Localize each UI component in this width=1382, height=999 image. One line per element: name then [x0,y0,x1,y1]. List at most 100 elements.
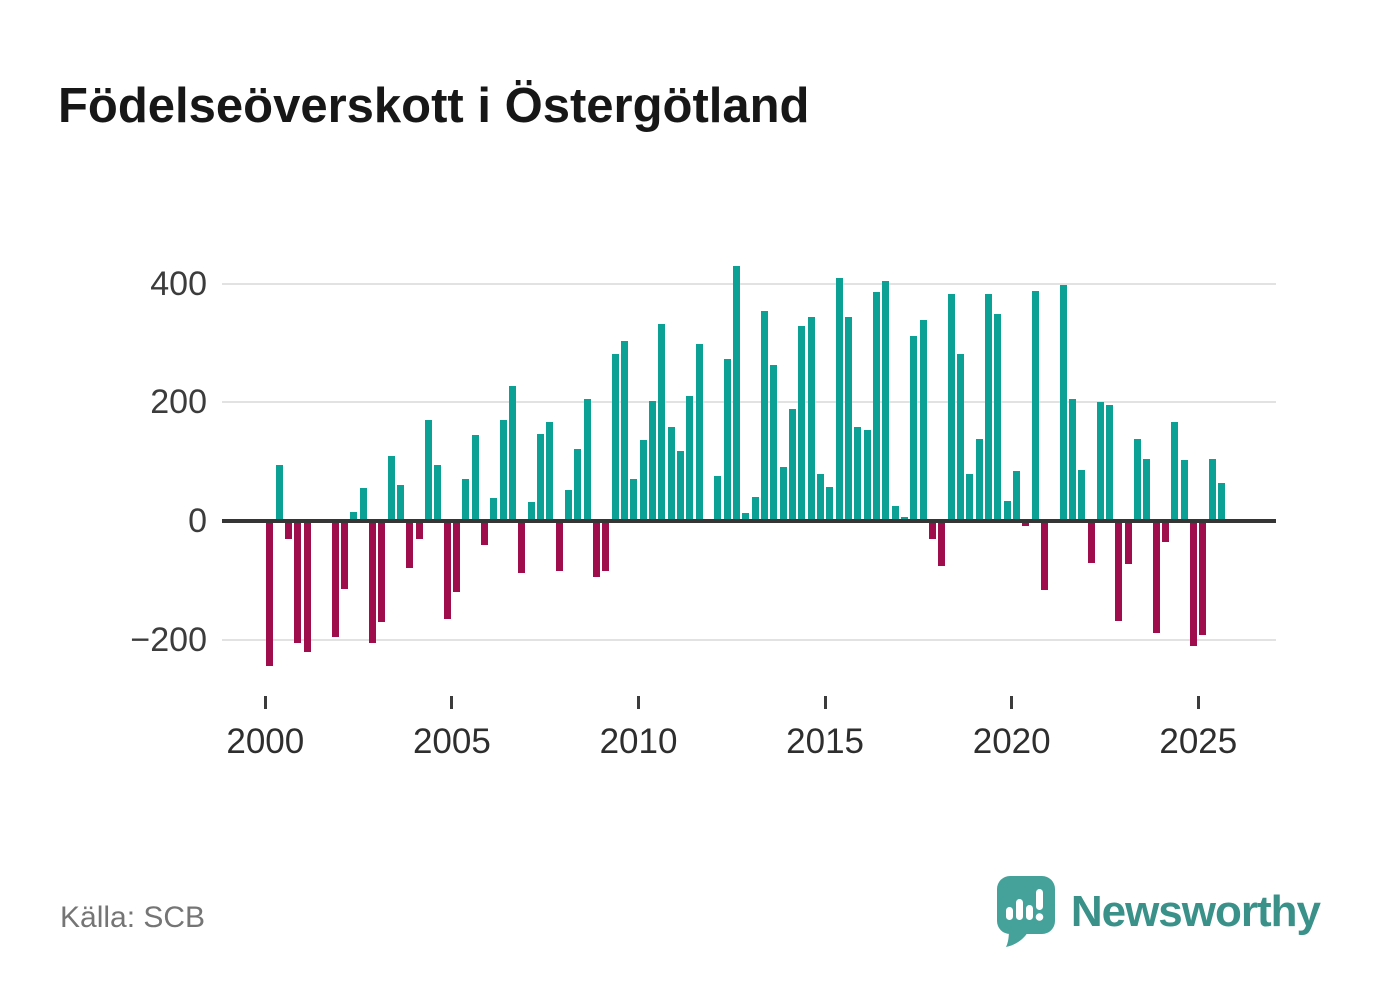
gridline-400 [222,282,1276,285]
bar-2022Q1 [1087,521,1095,564]
bar-2014Q4 [816,474,824,521]
bar-2025Q3 [1218,483,1226,521]
bar-2006Q2 [499,420,507,521]
bar-2016Q1 [863,430,871,521]
bar-2000Q3 [285,521,293,539]
y-axis-tick-label: 400 [150,264,207,303]
bar-2019Q3 [994,314,1002,521]
bar-2021Q3 [1068,399,1076,521]
x-axis-zero-line [222,519,1276,523]
bar-2013Q2 [760,310,768,521]
x-axis-tick-2005 [450,696,454,709]
bar-2004Q3 [434,464,442,521]
bar-2005Q2 [462,479,470,521]
bar-2016Q3 [882,280,890,521]
bar-2014Q3 [807,316,815,521]
x-axis-tick-label: 2005 [412,722,491,761]
bar-2019Q2 [984,294,992,521]
x-axis-tick-2010 [637,696,640,709]
bar-2010Q4 [667,427,675,521]
bar-2021Q4 [1078,469,1086,521]
bar-2004Q1 [415,521,423,539]
bar-2000Q4 [294,521,302,643]
bar-2002Q4 [369,521,377,643]
bar-2010Q2 [648,401,656,521]
bar-2011Q1 [676,450,684,521]
bar-2012Q3 [732,265,740,521]
bar-2000Q2 [275,464,283,521]
bar-2019Q1 [975,438,983,521]
bar-2002Q2 [350,512,358,521]
bar-2018Q1 [938,521,946,566]
chart-title: Födelseöverskott i Östergötland [58,79,810,133]
bar-2003Q1 [378,521,386,622]
bar-2015Q1 [826,486,834,521]
bar-2009Q3 [621,340,628,521]
y-axis-tick-label: −200 [130,620,207,659]
bar-2015Q4 [854,426,862,521]
source-label: Källa: SCB [60,901,206,934]
x-axis-tick-2000 [263,696,267,709]
x-axis-tick-label: 2025 [1159,722,1238,761]
bar-2002Q3 [359,488,367,521]
x-axis-tick-2025 [1196,696,1200,709]
bar-2023Q1 [1124,521,1132,564]
bar-2012Q4 [742,512,750,521]
bar-2023Q4 [1152,521,1160,634]
gridline-200 [222,401,1276,404]
bar-2015Q3 [844,317,852,521]
brand-name: Newsworthy [1070,887,1321,936]
bar-2024Q4 [1190,521,1198,646]
bar-2014Q2 [798,325,806,521]
bar-2007Q2 [537,433,545,521]
x-axis-tick-label: 2000 [226,722,305,761]
bar-2013Q1 [751,497,759,521]
bar-2006Q4 [518,521,526,573]
bar-2023Q2 [1134,439,1142,521]
bar-2001Q4 [331,521,339,637]
x-axis-tick-label: 2010 [599,722,678,761]
bar-2025Q2 [1208,458,1216,521]
bar-2005Q1 [453,521,461,593]
bar-2005Q4 [481,521,489,545]
bar-2017Q2 [910,335,918,521]
bar-2010Q1 [639,440,647,521]
bar-2024Q2 [1171,422,1179,521]
bar-2006Q3 [509,385,517,521]
x-axis-tick-label: 2020 [972,722,1051,761]
bar-2025Q1 [1199,521,1207,635]
bar-2008Q4 [593,521,600,578]
newsworthy-speech-bubble-chart-icon [996,876,1055,947]
bar-2008Q3 [583,398,591,521]
bar-2007Q1 [527,502,535,521]
x-axis-tick-2020 [1010,696,1014,709]
bar-2018Q2 [947,294,955,521]
bar-2007Q4 [555,521,563,572]
bar-2018Q3 [956,354,964,521]
bar-2014Q1 [788,408,796,521]
bar-2023Q3 [1143,458,1151,521]
bar-2018Q4 [966,473,974,521]
y-axis-tick-label: 200 [150,383,207,422]
bar-2010Q3 [658,323,666,521]
bar-2003Q2 [387,455,395,521]
bar-2003Q3 [397,485,405,521]
bar-2017Q4 [928,521,936,539]
bar-2008Q2 [574,448,582,521]
bar-2022Q4 [1115,521,1123,621]
x-axis-tick-label: 2015 [786,722,865,761]
bar-2020Q2 [1022,521,1030,526]
bar-2013Q3 [770,364,778,521]
bar-2011Q2 [686,395,694,521]
bar-2015Q2 [835,278,843,521]
gridline--200 [222,638,1276,641]
bar-2008Q1 [565,490,573,521]
bar-2009Q1 [602,521,610,572]
bar-2004Q2 [425,420,433,521]
bar-2013Q4 [779,466,787,521]
bar-2024Q1 [1162,521,1170,542]
bar-2020Q1 [1012,471,1020,521]
bar-2016Q4 [891,506,899,521]
